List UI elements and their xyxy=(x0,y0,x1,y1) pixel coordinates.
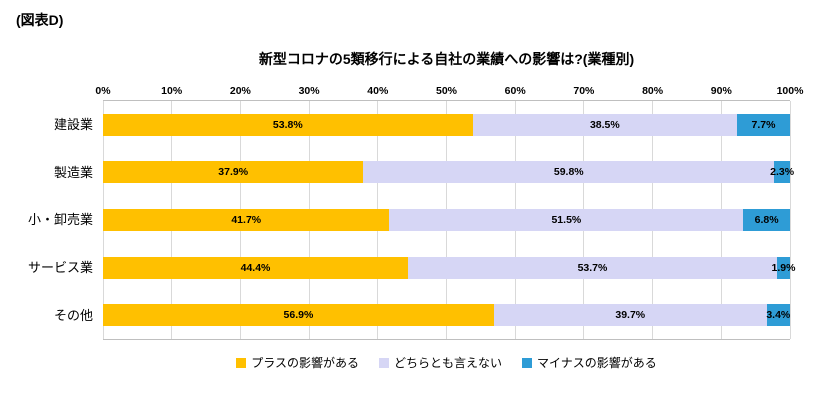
bar-segment: 53.7% xyxy=(408,256,777,279)
legend-swatch xyxy=(378,357,389,368)
category-label: その他 xyxy=(53,307,93,323)
x-tick-label: 100% xyxy=(776,85,804,97)
bar-value-label: 53.8% xyxy=(272,118,303,131)
bar-value-label: 39.7% xyxy=(615,309,646,322)
bar-value-label: 7.7% xyxy=(751,118,776,131)
bar-segment: 53.8% xyxy=(103,113,473,136)
category-label: 製造業 xyxy=(53,164,93,180)
bar-segment: 56.9% xyxy=(103,304,494,327)
x-tick-label: 10% xyxy=(161,85,183,97)
bar-row: 37.9% 59.8% 2.3% xyxy=(103,161,794,184)
gridline xyxy=(789,101,791,339)
bar-value-label: 2.3% xyxy=(770,166,795,179)
x-tick-label: 0% xyxy=(95,85,111,97)
bar-value-label: 59.8% xyxy=(553,166,584,179)
legend-swatch xyxy=(236,357,247,368)
plot-area: 53.8% 38.5% 7.7% 37.9% 59.8% 2.3% 41.7% 51.5% 6.… xyxy=(102,100,795,340)
legend-label: マイナスの影響がある xyxy=(537,356,657,370)
category-label: サービス業 xyxy=(27,260,93,276)
category-axis: 建設業製造業小・卸売業サービス業その他 xyxy=(24,100,103,338)
bar-value-label: 6.8% xyxy=(754,213,779,226)
bar-segment: 2.3% xyxy=(770,161,794,184)
x-tick-label: 60% xyxy=(504,85,526,97)
x-tick-label: 90% xyxy=(710,85,732,97)
legend-item: マイナスの影響がある xyxy=(522,354,657,371)
legend-item: プラスの影響がある xyxy=(236,354,359,371)
figure-label: (図表D) xyxy=(16,12,64,28)
plot-column: 0% 10% 20% 30% 40% 50% 60% 70% 80% 90% 100% 53.8% 3… xyxy=(95,82,803,340)
bar-segment: 51.5% xyxy=(389,208,744,231)
category-label: 建設業 xyxy=(53,117,93,133)
chart-body: 建設業製造業小・卸売業サービス業その他 0% 10% 20% 30% 40% 50% 60%… xyxy=(24,82,803,340)
bar-segment: 7.7% xyxy=(737,113,790,136)
category-label: 小・卸売業 xyxy=(27,212,93,228)
stacked-bar-chart: 新型コロナの5類移行による自社の業績への影響は?(業種別) 建設業製造業小・卸売… xyxy=(24,50,803,371)
bar-value-label: 53.7% xyxy=(577,261,608,274)
bar-segment: 44.4% xyxy=(103,256,409,279)
bar-segment: 41.7% xyxy=(103,208,390,231)
legend-item: どちらとも言えない xyxy=(378,354,502,371)
bar-segment: 38.5% xyxy=(472,113,738,136)
x-axis-ticks: 0% 10% 20% 30% 40% 50% 60% 70% 80% 90% 100% xyxy=(95,82,803,100)
bar-value-label: 1.9% xyxy=(771,261,796,274)
bar-segment: 59.8% xyxy=(363,161,775,184)
x-tick-label: 30% xyxy=(298,85,320,97)
legend-swatch xyxy=(522,357,532,368)
bar-value-label: 41.7% xyxy=(231,213,262,226)
bar-row: 56.9% 39.7% 3.4% xyxy=(103,304,791,327)
bar-value-label: 37.9% xyxy=(218,166,249,179)
bar-value-label: 51.5% xyxy=(551,213,582,226)
bar-segment: 1.9% xyxy=(771,256,795,279)
legend-label: プラスの影響がある xyxy=(251,356,359,370)
x-tick-label: 70% xyxy=(573,85,595,97)
bar-row: 53.8% 38.5% 7.7% xyxy=(103,113,790,136)
bar-row: 41.7% 51.5% 6.8% xyxy=(103,208,790,231)
bar-value-label: 44.4% xyxy=(240,261,271,274)
bar-segment: 39.7% xyxy=(493,304,767,327)
chart-title: 新型コロナの5類移行による自社の業績への影響は?(業種別) xyxy=(258,51,635,67)
x-tick-label: 40% xyxy=(367,85,389,97)
bar-value-label: 3.4% xyxy=(766,309,791,322)
legend: プラスの影響がある どちらとも言えない マイナスの影響がある xyxy=(103,354,790,371)
bar-segment: 3.4% xyxy=(766,304,791,327)
bar-value-label: 56.9% xyxy=(283,309,314,322)
legend-label: どちらとも言えない xyxy=(393,356,502,370)
bar-row: 44.4% 53.7% 1.9% xyxy=(103,256,795,279)
x-tick-label: 20% xyxy=(229,85,251,97)
bar-value-label: 38.5% xyxy=(589,118,620,131)
x-tick-label: 80% xyxy=(642,85,664,97)
bar-segment: 6.8% xyxy=(743,208,790,231)
x-tick-label: 50% xyxy=(435,85,458,97)
bar-segment: 37.9% xyxy=(103,161,364,184)
